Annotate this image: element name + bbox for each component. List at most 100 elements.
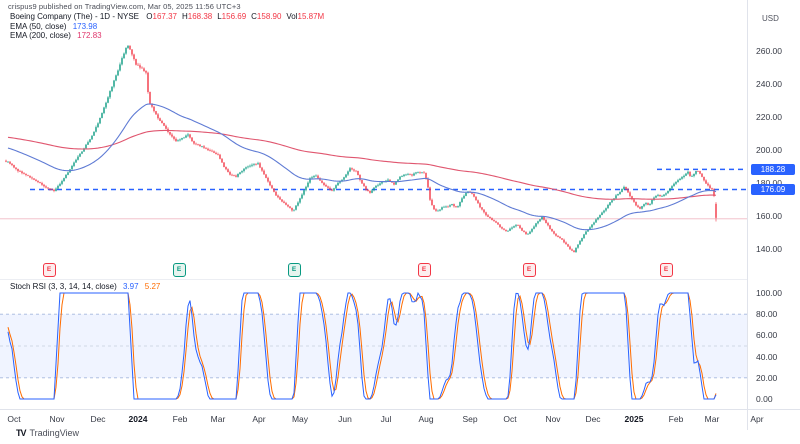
earnings-marker-icon[interactable]: E (172, 263, 186, 277)
ema200-value: 172.83 (77, 31, 102, 40)
candle-body (261, 167, 263, 171)
candle-body (79, 153, 81, 157)
earnings-marker-icon[interactable]: E (659, 263, 673, 277)
time-tick: May (291, 414, 309, 424)
ema200-legend-row[interactable]: EMA (200, close) 172.83 (10, 31, 324, 41)
symbol-legend-row[interactable]: Boeing Company (The) - 1D - NYSE O167.37… (10, 12, 324, 22)
candle-body (703, 176, 705, 181)
time-axis[interactable]: Oct Nov Dec 2024 Feb Mar Apr May Jun Jul Aug Sep Oct… (0, 409, 800, 433)
tradingview-attribution[interactable]: TV TradingView (16, 428, 79, 438)
candle-body (501, 227, 503, 229)
candle-body (263, 170, 265, 175)
time-tick: Nov (545, 414, 561, 424)
candle-body (155, 111, 157, 115)
candle-body (237, 174, 239, 177)
chart-canvas[interactable] (0, 0, 747, 430)
candle-body (117, 70, 119, 76)
candle-body (7, 161, 9, 163)
candle-body (93, 131, 95, 136)
candle-body (349, 168, 351, 172)
candle-body (95, 127, 97, 132)
candle-body (655, 195, 657, 198)
candle-body (589, 227, 591, 230)
candle-body (359, 175, 361, 181)
stoch-rsi-legend[interactable]: Stoch RSI (3, 3, 14, 14, close) 3.97 5.2… (10, 282, 160, 291)
earnings-marker-icon[interactable]: E (287, 263, 301, 277)
candle-body (479, 203, 481, 208)
candle-body (419, 172, 421, 173)
candle-body (403, 174, 405, 176)
candle-body (169, 132, 171, 135)
candle-body (521, 228, 523, 231)
candle-body (215, 152, 217, 155)
candle-body (539, 219, 541, 222)
candle-body (493, 220, 495, 222)
candle-body (567, 244, 569, 247)
candle-body (137, 64, 139, 66)
candle-body (407, 174, 409, 175)
candle-body (421, 172, 423, 174)
ema50-label: EMA (50, close) (10, 21, 67, 31)
candle-body (343, 177, 345, 180)
ema50-legend-row[interactable]: EMA (50, close) 173.98 (10, 22, 324, 32)
candle-body (683, 175, 685, 178)
candle-body (131, 49, 133, 55)
candle-body (127, 45, 129, 48)
candle-body (147, 72, 149, 92)
candle-body (13, 165, 15, 168)
stoch-tick: 40.00 (756, 351, 778, 362)
candle-body (461, 198, 463, 203)
ohlc-key: L (217, 12, 222, 21)
candle-body (681, 177, 683, 179)
price-axis[interactable]: USD 260.00 240.00 220.00 200.00 180.00 160.00… (748, 0, 800, 430)
candle-body (433, 205, 435, 210)
candle-body (37, 180, 39, 183)
candle-body (81, 151, 83, 154)
candle-body (291, 207, 293, 211)
candle-body (369, 190, 371, 193)
price-axis-divider (747, 0, 748, 430)
time-tick: Sep (462, 414, 478, 424)
stoch-d-value: 5.27 (144, 282, 161, 291)
candle-body (5, 160, 7, 162)
candle-body (47, 187, 49, 189)
candle-body (413, 173, 415, 176)
candle-body (697, 171, 699, 172)
earnings-marker-icon[interactable]: E (42, 263, 56, 277)
candle-body (431, 199, 433, 206)
candle-body (57, 185, 59, 189)
time-tick: Nov (49, 414, 65, 424)
candle-body (311, 177, 313, 179)
candle-body (165, 125, 167, 129)
candle-body (475, 196, 477, 201)
ohlc-value: 156.69 (221, 12, 247, 21)
stoch-k-value: 3.97 (122, 282, 139, 291)
candle-body (293, 209, 295, 211)
candle-body (695, 171, 697, 174)
candle-body (335, 185, 337, 189)
candle-body (73, 162, 75, 166)
price-level-badge[interactable]: 176.09 (751, 183, 795, 195)
candle-body (627, 189, 629, 193)
candle-body (63, 178, 65, 182)
candle-body (649, 203, 651, 205)
candle-body (575, 247, 577, 253)
earnings-marker-icon[interactable]: E (522, 263, 536, 277)
candle-body (639, 206, 641, 209)
candle-body (267, 177, 269, 182)
candle-body (341, 179, 343, 182)
candle-body (701, 173, 703, 177)
price-level-badge[interactable]: 188.28 (751, 163, 795, 175)
candle-body (171, 134, 173, 137)
candle-body (547, 223, 549, 226)
candle-body (553, 231, 555, 234)
candle-body (307, 182, 309, 187)
candle-body (437, 210, 439, 212)
earnings-marker-icon[interactable]: E (417, 263, 431, 277)
candle-body (519, 225, 521, 229)
candle-body (77, 156, 79, 160)
candle-body (611, 200, 613, 203)
candle-body (183, 137, 185, 139)
candle-body (123, 53, 125, 59)
ohlc-value: 168.38 (187, 12, 213, 21)
